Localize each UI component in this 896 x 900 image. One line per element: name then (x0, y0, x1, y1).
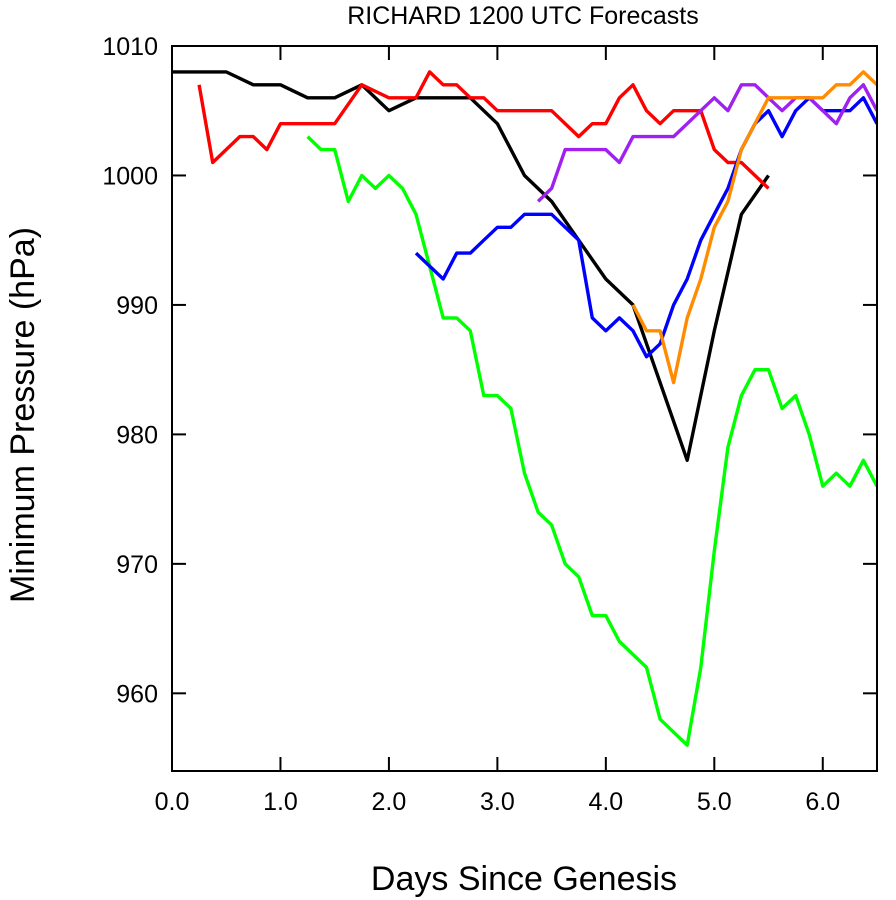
plot-area: 0.0 1.0 2.0 3.0 4.0 5.0 6.0 960 970 980 990 1000 101… (102, 33, 878, 816)
tick-layer: 0.0 1.0 2.0 3.0 4.0 5.0 6.0 960 970 980 990 1000 101… (102, 33, 877, 816)
y-tick-label: 970 (116, 551, 158, 579)
x-tick-label: 5.0 (697, 788, 732, 816)
x-tick-label: 1.0 (263, 788, 298, 816)
y-tick-label: 960 (116, 680, 158, 708)
y-tick-label: 980 (116, 421, 158, 449)
x-tick-label: 4.0 (588, 788, 623, 816)
x-axis-title: Days Since Genesis (371, 860, 677, 898)
x-tick-label: 3.0 (480, 788, 515, 816)
series-line-1 (172, 70, 770, 462)
series-line-6 (631, 70, 877, 385)
x-tick-label: 2.0 (372, 788, 407, 816)
plot-frame (171, 45, 878, 772)
x-tick-label: 6.0 (805, 788, 840, 816)
y-tick-label: 1010 (102, 33, 158, 61)
series-line-2 (197, 70, 770, 190)
chart-title: RICHARD 1200 UTC Forecasts (347, 2, 698, 30)
y-tick-label: 990 (116, 292, 158, 320)
y-axis-title: Minimum Pressure (hPa) (4, 227, 42, 603)
x-tick-label: 0.0 (155, 788, 190, 816)
series-line-5 (536, 83, 877, 203)
series-line-4 (414, 96, 877, 359)
series-layer (172, 70, 877, 747)
y-tick-label: 1000 (102, 162, 158, 190)
series-line-3 (306, 135, 877, 747)
